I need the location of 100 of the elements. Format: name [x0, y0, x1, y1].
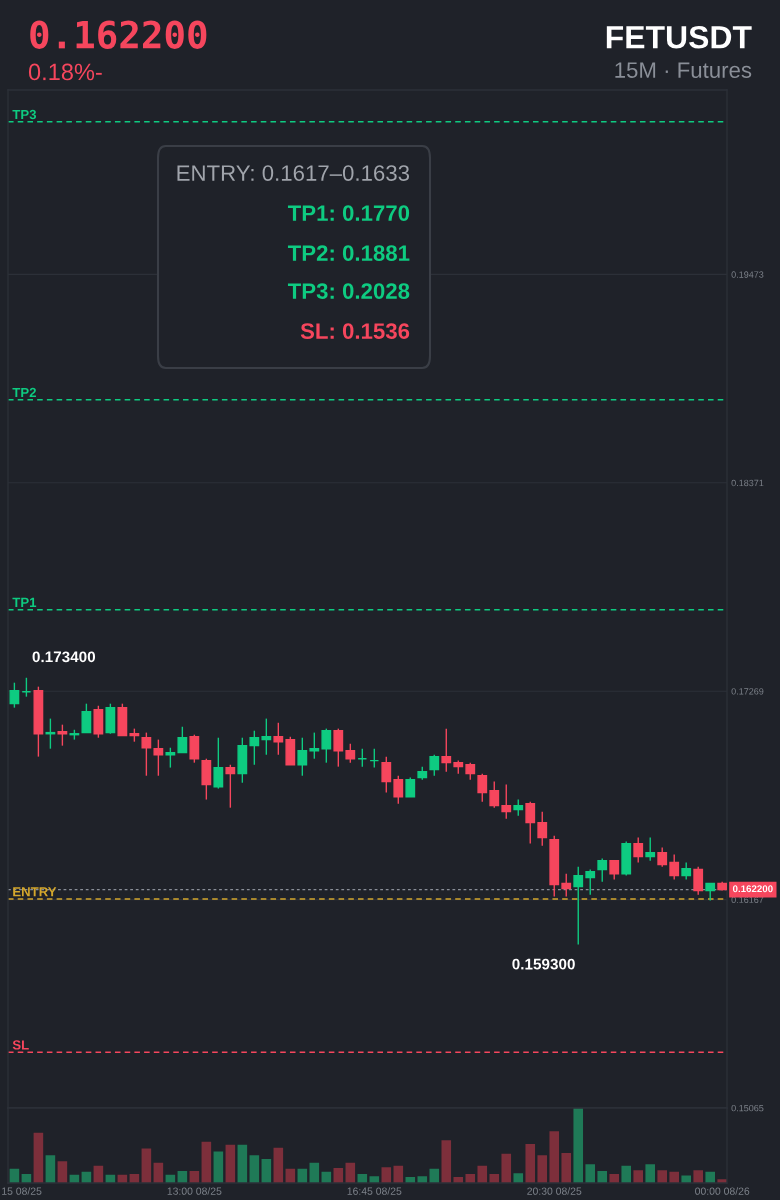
- text: 0.162200: [30, 20, 207, 49]
- ref-line-label: TP3: [12, 109, 37, 120]
- candlestick: [393, 775, 404, 805]
- annotation: ENTRY: 0.1617–0.1633: [177, 165, 410, 181]
- candlestick: [405, 776, 416, 798]
- candlestick: [429, 754, 440, 777]
- chart-subtitle: 15M · Futures: [615, 62, 752, 78]
- y-tick-label: 0.18371: [731, 479, 764, 487]
- candlestick: [381, 755, 392, 794]
- bar: [429, 1168, 440, 1183]
- candlestick: [189, 733, 200, 764]
- candlestick: [573, 865, 584, 946]
- bar: [705, 1171, 715, 1183]
- ref-line-label: TP1: [12, 597, 37, 607]
- bar: [585, 1164, 596, 1183]
- candlestick: [477, 772, 488, 803]
- y-tick-label: 0.17269: [731, 688, 764, 695]
- candlestick: [693, 865, 704, 896]
- y-tick-label: 0.16167: [731, 896, 764, 903]
- candlestick: [261, 717, 272, 756]
- annotation: TP1: 0.1770: [287, 205, 410, 221]
- bar: [501, 1153, 512, 1183]
- candlestick: [537, 810, 548, 847]
- candlestick: [657, 846, 668, 868]
- bar: [573, 1108, 584, 1183]
- bar: [609, 1174, 620, 1183]
- bar: [465, 1174, 476, 1183]
- bar: [441, 1140, 452, 1183]
- candlestick: [633, 836, 644, 864]
- x-tick-label: 00:00 08/26: [695, 1187, 750, 1195]
- bar: [57, 1161, 68, 1183]
- candlestick: [321, 727, 332, 764]
- bar: [261, 1159, 272, 1183]
- bar: [225, 1144, 236, 1183]
- annotation: 0.162200: [732, 885, 773, 893]
- y-tick-label: 0.19473: [731, 271, 764, 278]
- candlestick: [501, 783, 512, 820]
- bar: [525, 1144, 536, 1183]
- ref-line-label: SL: [12, 1040, 29, 1050]
- bar: [645, 1164, 656, 1183]
- candlestick: [561, 872, 572, 898]
- bar: [369, 1176, 380, 1183]
- candlestick: [177, 726, 188, 754]
- candlestick: [213, 737, 224, 790]
- candlestick: [441, 727, 452, 773]
- bar: [249, 1155, 260, 1183]
- candlestick: [297, 737, 308, 777]
- bar: [693, 1170, 704, 1183]
- candlestick: [525, 800, 536, 845]
- annotation: TP3: 0.2028: [287, 283, 410, 299]
- candlestick: [597, 857, 608, 883]
- bar: [45, 1155, 56, 1183]
- candlestick: [141, 731, 152, 777]
- ref-line-label: ENTRY: [13, 887, 57, 897]
- candlestick: [609, 859, 620, 881]
- bar: [141, 1148, 152, 1183]
- bar: [393, 1165, 404, 1183]
- candlestick: [153, 738, 164, 777]
- y-tick-label: 0.15065: [731, 1104, 764, 1112]
- x-tick-label: 20:30 08/25: [527, 1187, 582, 1195]
- candlestick: [309, 731, 320, 760]
- bar: [657, 1170, 668, 1183]
- candlestick: [249, 730, 260, 766]
- bar: [33, 1132, 44, 1183]
- ref-line-label: TP2: [12, 387, 36, 398]
- annotation: SL: 0.1536: [300, 323, 410, 339]
- text: 0.18%-: [28, 63, 102, 81]
- bar: [237, 1144, 248, 1183]
- bar: [417, 1176, 428, 1183]
- candlestick: [273, 722, 284, 756]
- candlestick: [165, 747, 176, 769]
- x-tick-label: 13:00 08/25: [167, 1187, 222, 1195]
- bar: [669, 1171, 680, 1183]
- bar: [201, 1141, 212, 1183]
- candlestick: [585, 868, 596, 896]
- bar: [489, 1174, 500, 1183]
- chart-title: FETUSDT: [606, 25, 752, 49]
- candlestick: [489, 780, 500, 809]
- bar: [537, 1155, 548, 1183]
- candlestick: [57, 723, 68, 747]
- bar: [597, 1171, 608, 1183]
- candlestick: [645, 836, 656, 862]
- candlestick: [345, 743, 356, 764]
- candlestick: [669, 853, 680, 881]
- annotation: 0.159300: [512, 958, 575, 970]
- bar: [633, 1170, 644, 1183]
- annotation: TP2: 0.1881: [287, 245, 410, 261]
- bar: [381, 1167, 392, 1183]
- x-tick-label: 16:45 08/25: [347, 1187, 402, 1195]
- bar: [621, 1165, 632, 1183]
- bar: [513, 1173, 524, 1183]
- x-tick-label: 15 08/25: [2, 1187, 42, 1195]
- bar: [681, 1175, 692, 1183]
- bar: [273, 1147, 284, 1183]
- bar: [549, 1131, 560, 1183]
- bar: [561, 1153, 572, 1183]
- candlestick: [333, 727, 344, 768]
- annotation: 0.173400: [32, 651, 96, 663]
- bar: [477, 1165, 488, 1183]
- candlestick: [81, 702, 92, 734]
